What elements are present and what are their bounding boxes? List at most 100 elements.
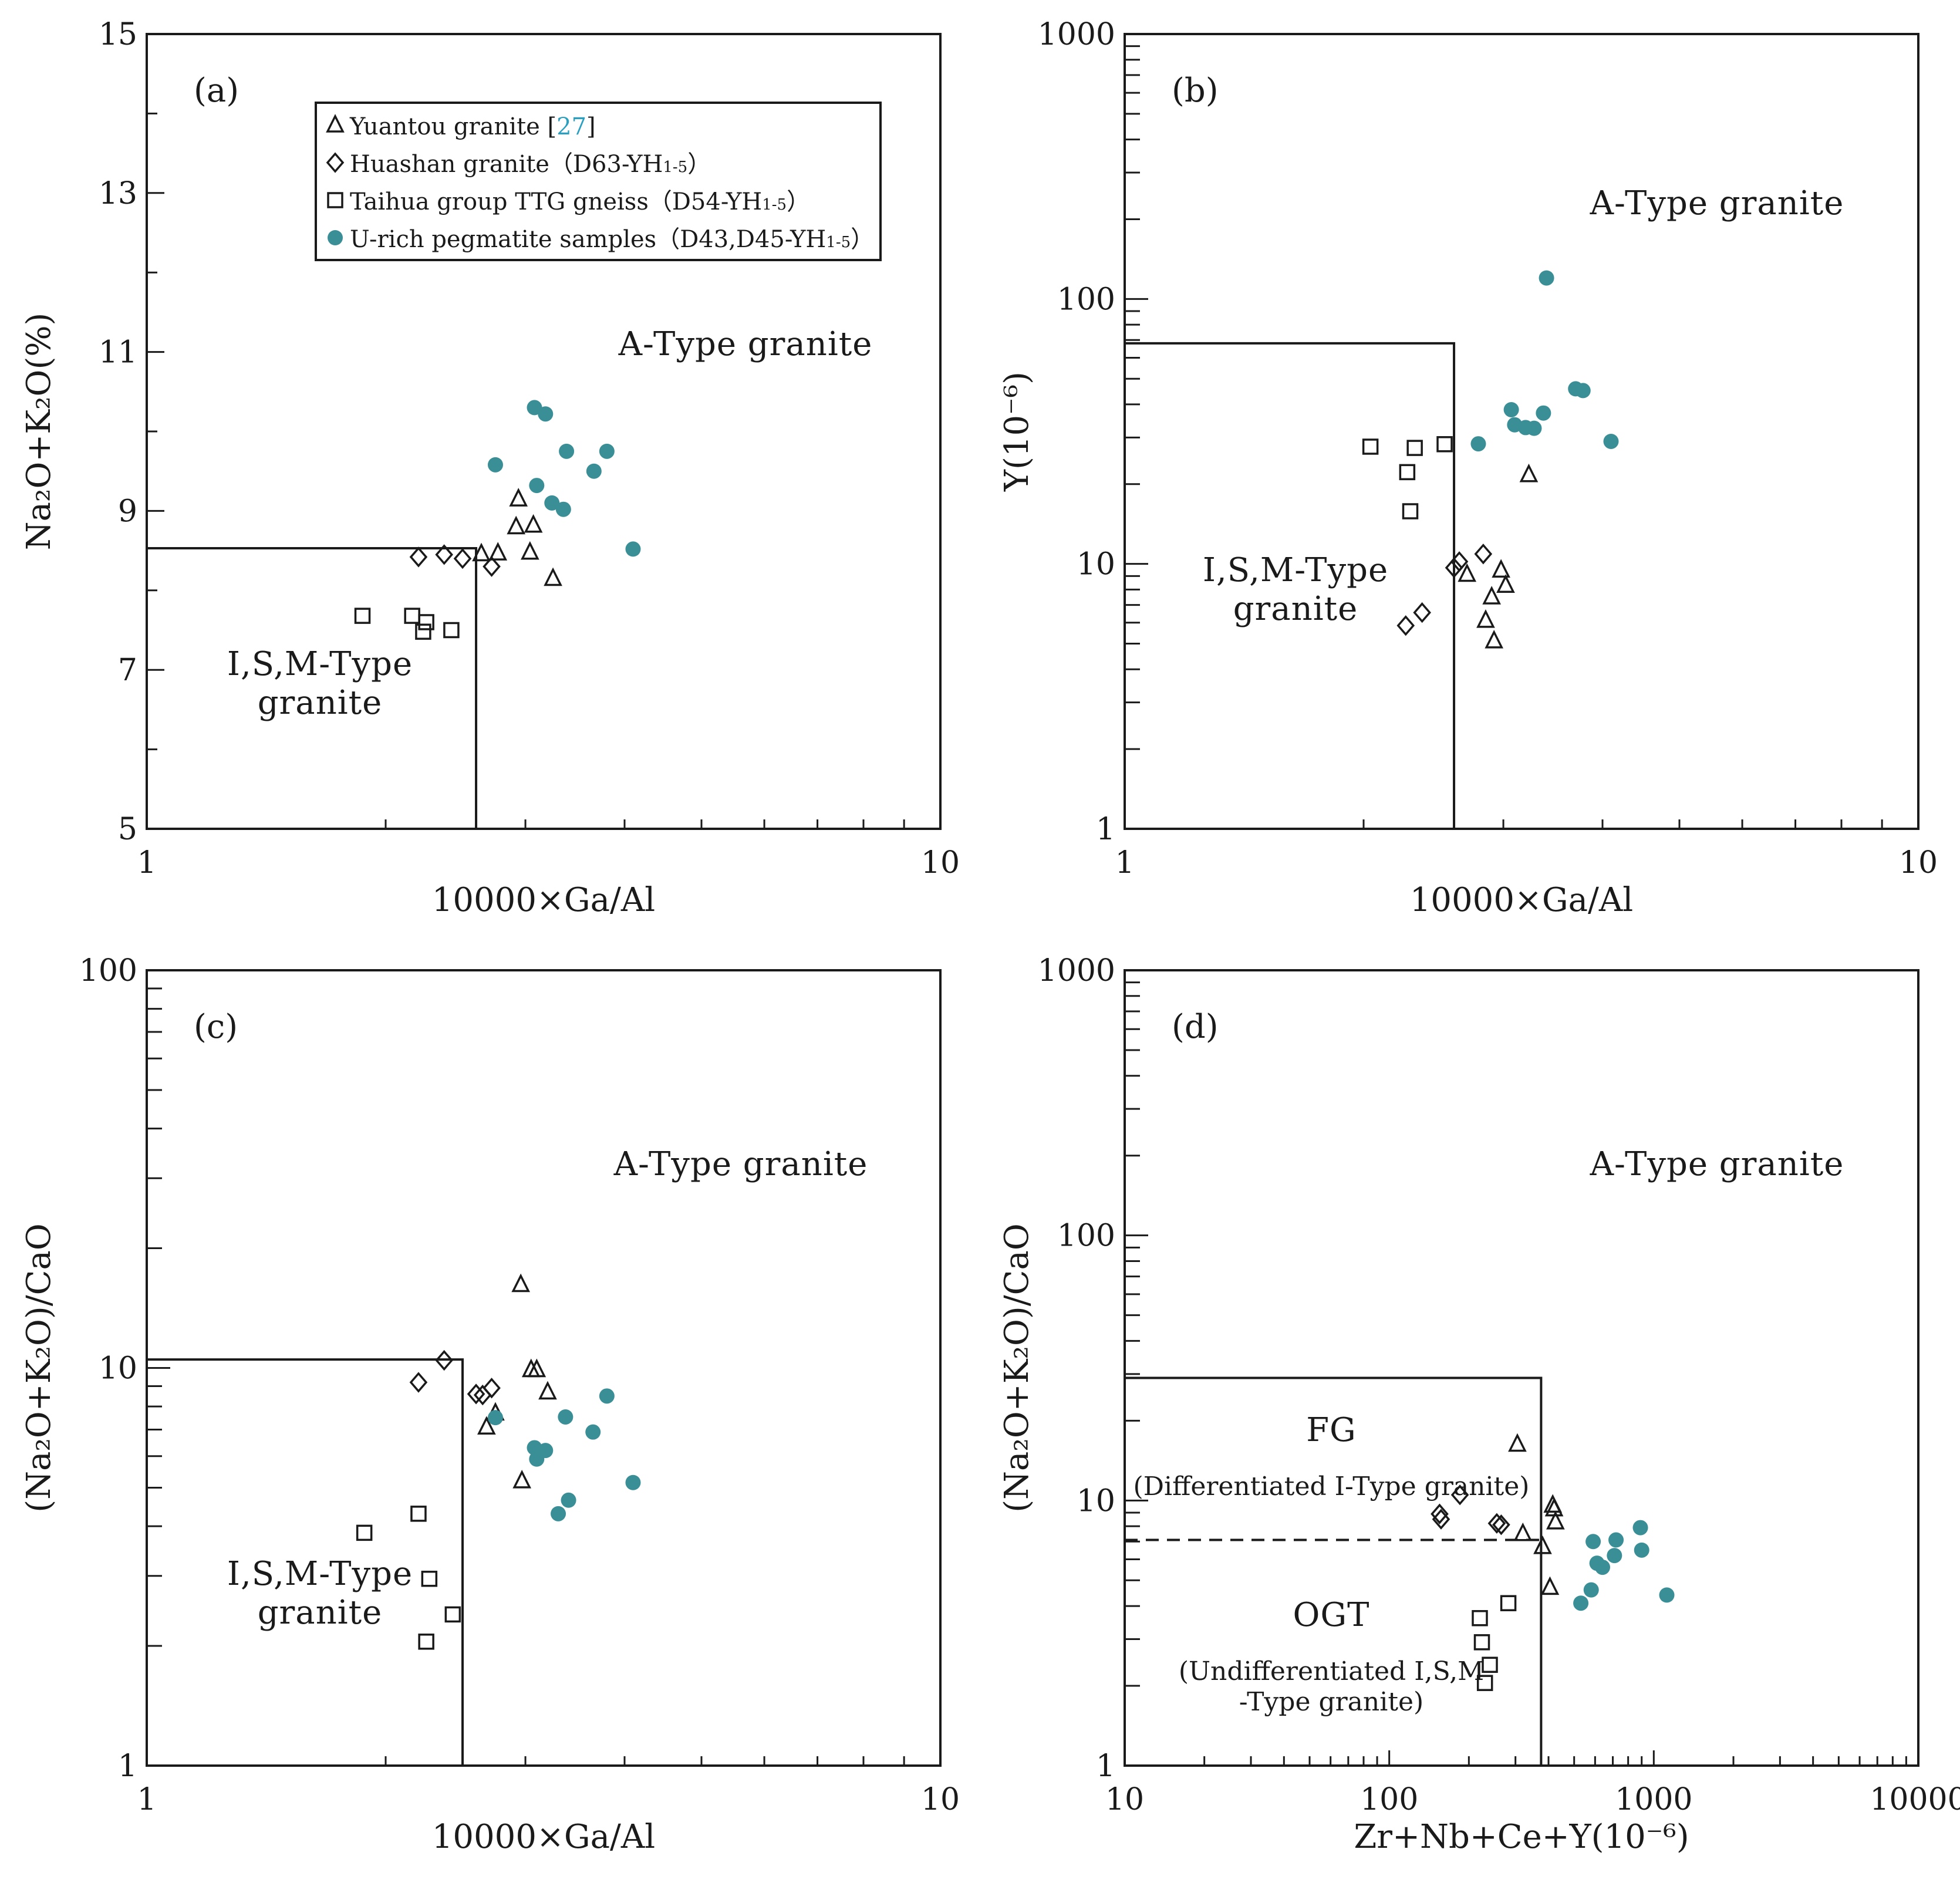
- data-point-triangle: [1508, 1433, 1527, 1452]
- data-point-triangle: [1519, 463, 1539, 482]
- y-tick-label: 9: [118, 494, 137, 529]
- legend-marker-diamond: [326, 152, 345, 173]
- x-axis: 1 10: [137, 1750, 960, 1817]
- field-sublabel: (Differentiated I-Type granite): [1134, 1472, 1530, 1501]
- data-point-diamond: [1492, 1514, 1510, 1536]
- x-axis-title: 10000×Ga/Al: [1410, 881, 1633, 919]
- x-axis-title: 10000×Ga/Al: [432, 881, 655, 919]
- panel-letter: (c): [194, 1008, 238, 1046]
- x-tick-label: 1: [1115, 845, 1134, 880]
- y-axis: 1 10 100 1000: [1038, 953, 1148, 1784]
- y-tick-label: 5: [118, 812, 137, 847]
- data-point-square: [421, 1570, 438, 1587]
- data-point-circle: [1594, 1560, 1610, 1575]
- series-circle: [487, 400, 641, 557]
- series-square: [1362, 436, 1453, 519]
- field-label-line2: granite: [1233, 590, 1358, 628]
- data-point-triangle: [509, 488, 528, 507]
- field-label: A-Type granite: [1590, 184, 1844, 222]
- x-tick-label: 1000: [1615, 1782, 1692, 1817]
- field-label: OGT: [1293, 1596, 1370, 1634]
- data-point-square: [1473, 1634, 1490, 1651]
- data-point-triangle: [521, 541, 539, 560]
- data-point-square: [1472, 1609, 1488, 1627]
- data-point-triangle: [538, 1381, 557, 1400]
- data-point-triangle: [1540, 1576, 1560, 1595]
- y-tick-label: 11: [99, 335, 137, 370]
- data-point-triangle: [1496, 574, 1515, 593]
- y-axis: 5 7 9 11 13 15: [99, 17, 164, 847]
- data-point-circle: [1634, 1542, 1649, 1558]
- data-point-circle: [1503, 401, 1519, 417]
- data-point-circle: [559, 443, 575, 459]
- panel-b: 1 10 1 10 100 1000 10000×Ga/Al Y(10⁻⁶) (b) A-Type…: [998, 17, 1938, 919]
- data-point-square: [1362, 438, 1379, 455]
- field-label: I,S,M-Type: [227, 645, 413, 683]
- series-triangle: [1508, 1433, 1565, 1595]
- data-point-circle: [1659, 1587, 1675, 1603]
- panel-letter: (b): [1172, 72, 1219, 110]
- data-point-triangle: [1533, 1535, 1552, 1554]
- data-point-circle: [625, 541, 641, 557]
- series-square: [354, 608, 460, 640]
- data-point-triangle: [1482, 586, 1501, 605]
- data-point-diamond: [483, 1378, 501, 1399]
- data-point-triangle: [512, 1469, 531, 1489]
- legend-item: Huashan granite（D63-YH1-5）: [326, 151, 711, 178]
- field-boundary: [147, 547, 478, 829]
- data-point-diamond: [1450, 1484, 1469, 1506]
- data-point-triangle: [544, 567, 562, 586]
- data-point-circle: [538, 406, 554, 422]
- data-point-square: [1476, 1675, 1493, 1691]
- data-point-circle: [1608, 1532, 1624, 1548]
- data-point-circle: [625, 1474, 641, 1490]
- field-boundary: [147, 1358, 464, 1766]
- data-point-diamond: [409, 1372, 428, 1393]
- y-tick-label: 10: [1077, 547, 1115, 582]
- data-point-circle: [1632, 1520, 1648, 1536]
- x-tick-label: 100: [1360, 1782, 1418, 1817]
- data-point-diamond: [453, 548, 472, 569]
- data-point-square: [418, 614, 434, 630]
- x-axis-title: 10000×Ga/Al: [432, 1818, 655, 1856]
- x-axis: 1 10: [1115, 814, 1938, 880]
- data-point-diamond: [1432, 1509, 1450, 1530]
- data-point-circle: [529, 478, 545, 494]
- data-point-diamond: [435, 1349, 453, 1371]
- data-point-circle: [529, 1451, 545, 1467]
- y-axis-title: Na₂O+K₂O(%): [20, 313, 58, 551]
- data-point-circle: [561, 1492, 576, 1508]
- data-point-square: [1500, 1595, 1517, 1611]
- data-point-square: [1482, 1656, 1498, 1673]
- data-point-triangle: [507, 515, 526, 535]
- data-point-diamond: [483, 556, 501, 577]
- data-point-circle: [1536, 405, 1551, 421]
- data-point-square: [356, 1524, 373, 1541]
- data-point-square: [1402, 503, 1419, 519]
- x-tick-label: 10: [1105, 1782, 1144, 1817]
- field-sublabel-line2: -Type granite): [1239, 1687, 1423, 1717]
- series-diamond: [409, 1349, 501, 1406]
- y-tick-label: 100: [79, 953, 137, 988]
- data-point-circle: [1583, 1582, 1599, 1598]
- y-tick-label: 1: [1096, 1749, 1115, 1784]
- data-point-diamond: [1413, 602, 1431, 623]
- x-axis: 10 100 1000 10000: [1105, 1750, 1960, 1817]
- data-point-circle: [551, 1506, 566, 1521]
- data-point-triangle: [1476, 609, 1495, 628]
- data-point-circle: [1607, 1548, 1622, 1564]
- field-sublabel: (Undifferentiated I,S,M: [1179, 1656, 1484, 1686]
- data-point-square: [1406, 440, 1423, 456]
- x-axis: 1 10: [137, 814, 960, 880]
- data-point-square: [1399, 464, 1416, 481]
- data-point-circle: [1573, 1595, 1589, 1611]
- data-point-circle: [1526, 420, 1542, 436]
- data-point-triangle: [1458, 563, 1477, 582]
- data-point-square: [444, 1606, 461, 1623]
- y-tick-label: 100: [1057, 1219, 1115, 1254]
- data-point-circle: [527, 400, 542, 416]
- field-label: A-Type granite: [613, 1145, 868, 1183]
- data-point-circle: [487, 457, 503, 473]
- y-tick-label: 15: [99, 17, 137, 52]
